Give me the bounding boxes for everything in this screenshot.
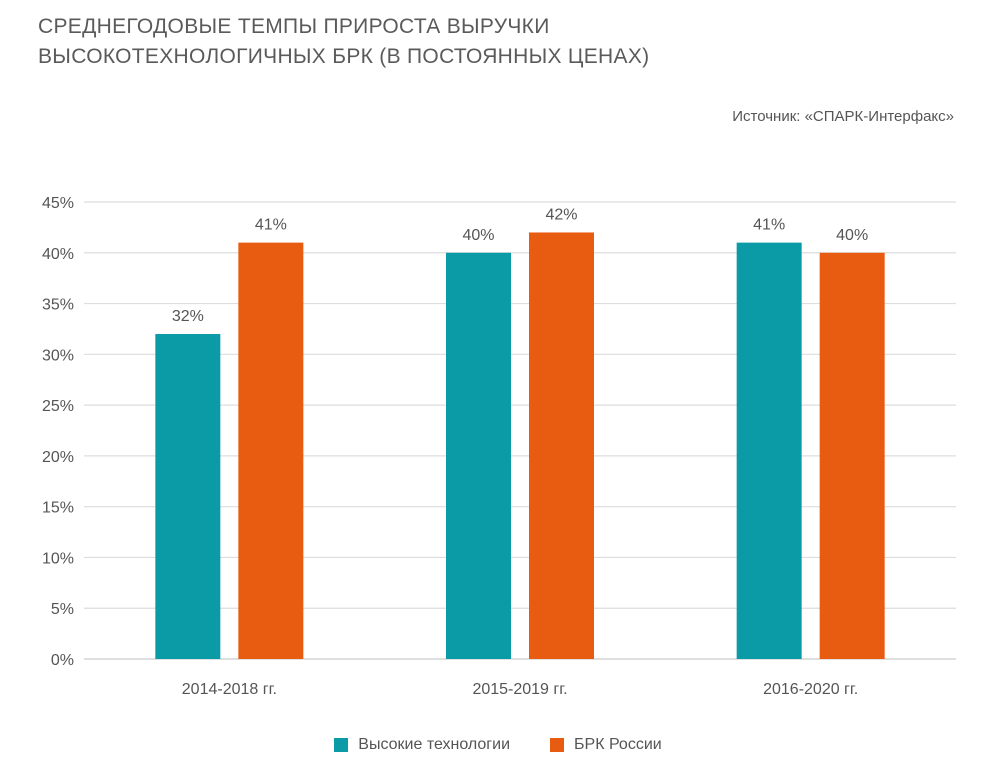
data-label: 32% (172, 308, 204, 325)
data-label: 40% (836, 227, 868, 244)
chart-title-line-1: СРЕДНЕГОДОВЫЕ ТЕМПЫ ПРИРОСТА ВЫРУЧКИ (38, 15, 550, 38)
y-tick-label: 15% (42, 500, 74, 517)
bar (736, 242, 802, 659)
y-tick-label: 0% (51, 652, 74, 669)
bar (155, 334, 221, 659)
y-tick-label: 5% (51, 601, 74, 618)
data-label: 40% (462, 227, 494, 244)
legend-swatch-series-1 (334, 738, 349, 752)
legend-label-series-2: БРК России (574, 736, 662, 753)
legend-item-series-1: Высокие технологии (334, 736, 510, 754)
bar (819, 252, 885, 659)
bar (238, 242, 304, 659)
bar (529, 232, 594, 659)
legend-item-series-2: БРК России (550, 736, 662, 754)
y-tick-label: 40% (42, 246, 74, 263)
bar (446, 252, 511, 659)
legend-swatch-series-2 (550, 738, 565, 752)
source-note: Источник: «СПАРК-Интерфакс» (732, 108, 954, 125)
x-tick-label: 2014-2018 гг. (182, 681, 277, 698)
x-tick-label: 2015-2019 гг. (472, 681, 567, 698)
data-label: 42% (545, 206, 577, 223)
chart-legend: Высокие технологии БРК России (0, 736, 996, 754)
x-tick-label: 2016-2020 гг. (763, 681, 858, 698)
y-tick-label: 20% (42, 449, 74, 466)
y-tick-label: 10% (42, 550, 74, 567)
legend-label-series-1: Высокие технологии (358, 736, 511, 753)
data-label: 41% (255, 217, 287, 234)
y-tick-label: 35% (42, 297, 74, 314)
y-tick-label: 30% (42, 347, 74, 364)
y-tick-label: 25% (42, 398, 74, 415)
chart-title-line-2: ВЫСОКОТЕХНОЛОГИЧНЫХ БРК (В ПОСТОЯННЫХ ЦЕ… (38, 45, 650, 68)
chart-title: СРЕДНЕГОДОВЫЕ ТЕМПЫ ПРИРОСТА ВЫРУЧКИ ВЫС… (38, 12, 649, 72)
y-tick-label: 45% (42, 195, 74, 212)
bar-chart: 0% 5% 10% 15% 20% 25% 30% 35% 40% 45% 32% 41% 2014-2… (42, 195, 956, 698)
data-label: 41% (753, 217, 785, 234)
